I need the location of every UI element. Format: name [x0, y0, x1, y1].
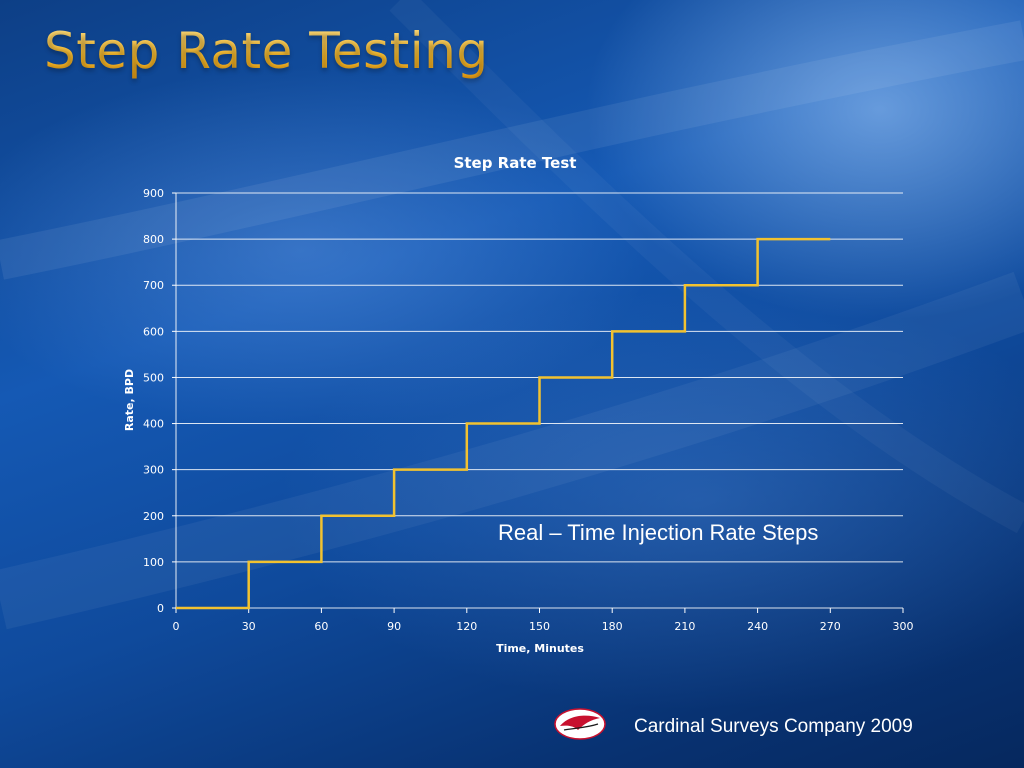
y-tick-label: 800	[143, 233, 164, 246]
y-axis-label: Rate, BPD	[123, 369, 136, 431]
slide-title: Step Rate Testing	[44, 22, 489, 80]
chart-annotation: Real – Time Injection Rate Steps	[498, 520, 819, 545]
y-tick-label: 500	[143, 371, 164, 384]
x-axis-label: Time, Minutes	[496, 642, 584, 655]
y-tick-label: 0	[157, 602, 164, 615]
y-tick-label: 600	[143, 325, 164, 338]
x-tick-label: 240	[747, 620, 768, 633]
x-tick-label: 210	[674, 620, 695, 633]
y-tick-label: 100	[143, 556, 164, 569]
x-tick-label: 120	[456, 620, 477, 633]
x-tick-label: 180	[602, 620, 623, 633]
x-tick-label: 300	[893, 620, 914, 633]
y-axis-ticks: 0 100 200 300 400 500 600 700 800 900	[143, 187, 164, 615]
y-tick-label: 300	[143, 464, 164, 477]
chart-title: Step Rate Test	[454, 154, 577, 172]
x-tick-label: 30	[242, 620, 256, 633]
x-tick-label: 0	[173, 620, 180, 633]
chart-series	[176, 237, 831, 610]
y-tick-label: 200	[143, 510, 164, 523]
footer-company: Cardinal Surveys Company 2009	[634, 716, 913, 737]
x-tick-label: 150	[529, 620, 550, 633]
x-tick-label: 90	[387, 620, 401, 633]
y-tick-label: 700	[143, 279, 164, 292]
cardinal-logo	[554, 708, 606, 740]
y-tick-label: 400	[143, 418, 164, 431]
chart-gridlines	[172, 192, 904, 613]
x-tick-label: 270	[820, 620, 841, 633]
x-axis-ticks: 0 30 60 90 120 150 180 210 240 270 300	[173, 620, 914, 633]
y-tick-label: 900	[143, 187, 164, 200]
x-tick-label: 60	[314, 620, 328, 633]
series-line-rate	[176, 237, 831, 610]
